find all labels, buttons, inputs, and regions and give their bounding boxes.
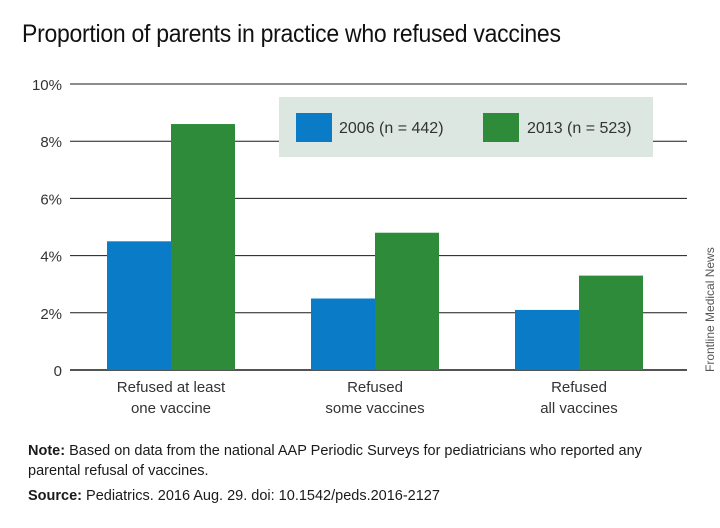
x-category-label: Refused some vaccines	[325, 379, 424, 417]
legend: 2006 (n = 442) 2013 (n = 523)	[279, 97, 653, 157]
chart-title: Proportion of parents in practice who re…	[22, 20, 561, 48]
x-category-label-line: Refused at least	[117, 379, 226, 396]
y-tick-label: 6%	[40, 191, 62, 208]
y-tick-label: 2%	[40, 306, 62, 323]
legend-box	[279, 97, 653, 157]
x-category-label-line: Refused	[551, 379, 607, 396]
bar	[579, 275, 643, 370]
legend-label: 2006 (n = 442)	[339, 120, 444, 137]
x-category-label-line: Refused	[347, 379, 403, 396]
credit-text: Frontline Medical News	[703, 247, 717, 372]
y-tick-label: 10%	[32, 77, 62, 94]
bar	[515, 309, 579, 370]
y-tick-label: 8%	[40, 134, 62, 151]
source-body: Pediatrics. 2016 Aug. 29. doi: 10.1542/p…	[82, 488, 440, 504]
source-text: Source: Pediatrics. 2016 Aug. 29. doi: 1…	[28, 486, 440, 506]
bar	[107, 241, 171, 370]
note-text: Note: Based on data from the national AA…	[28, 441, 698, 481]
note-label: Note:	[28, 443, 66, 459]
x-axis-category-labels: Refused at least one vaccine Refused some v…	[117, 379, 618, 417]
x-category-label: Refused at least one vaccine	[117, 379, 226, 417]
bar	[311, 298, 375, 370]
legend-swatch	[296, 113, 332, 142]
y-axis-tick-labels: 0 2% 4% 6% 8% 10%	[32, 77, 62, 380]
x-category-label-line: all vaccines	[540, 400, 618, 417]
legend-swatch	[483, 113, 519, 142]
x-category-label-line: some vaccines	[325, 400, 424, 417]
note-body: Based on data from the national AAP Peri…	[28, 443, 642, 479]
x-category-label: Refused all vaccines	[540, 379, 618, 417]
source-label: Source:	[28, 488, 82, 504]
bar	[375, 232, 439, 370]
legend-label: 2013 (n = 523)	[527, 120, 632, 137]
bar	[171, 124, 235, 370]
y-tick-label: 4%	[40, 249, 62, 266]
bars	[107, 124, 643, 370]
x-category-label-line: one vaccine	[131, 400, 211, 417]
y-tick-label: 0	[54, 363, 62, 380]
